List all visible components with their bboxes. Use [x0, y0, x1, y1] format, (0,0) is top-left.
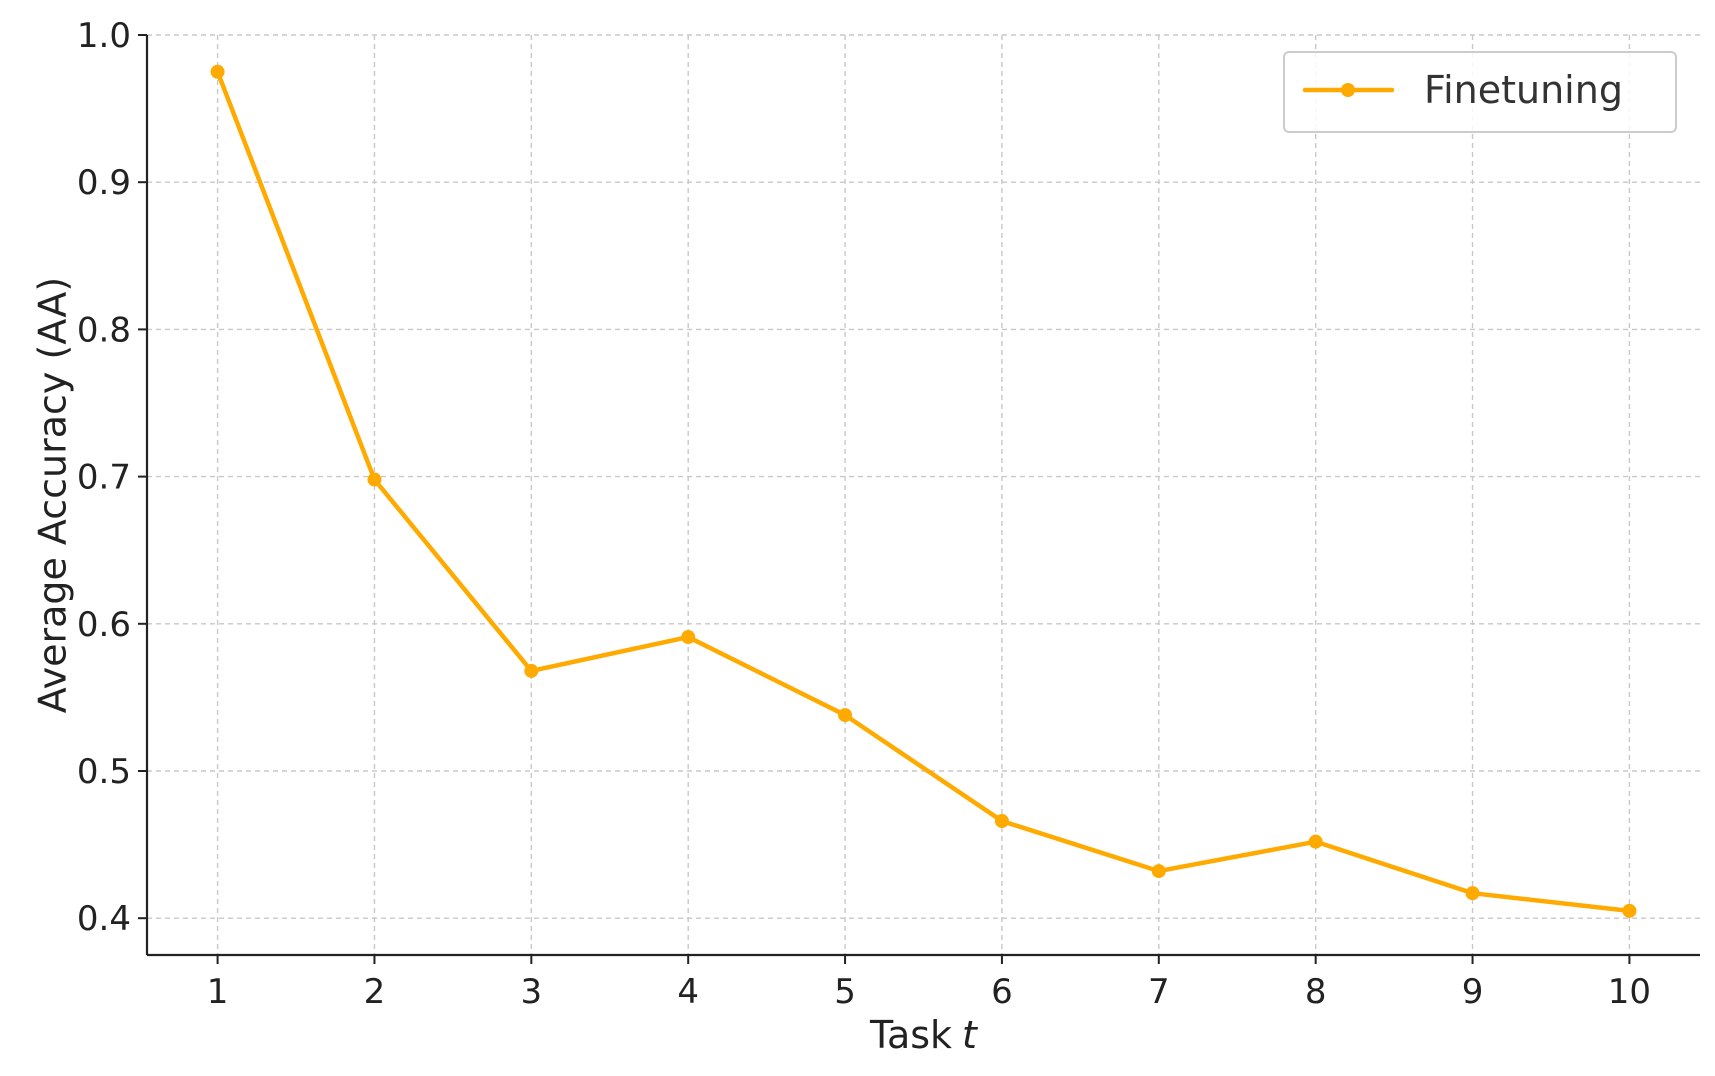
x-axis-label-text: Task: [869, 1013, 952, 1057]
x-tick-label: 8: [1305, 972, 1327, 1012]
data-point: [1622, 903, 1637, 918]
legend-box: [1283, 51, 1677, 133]
grid: [147, 34, 1700, 955]
legend-label: Finetuning: [1424, 68, 1623, 112]
y-axis-label: Average Accuracy (AA): [30, 277, 74, 713]
series: [210, 64, 1637, 918]
legend-marker-sample: [1341, 83, 1355, 97]
y-tick-label: 0.8: [77, 310, 131, 350]
data-point: [994, 814, 1009, 829]
x-tick-label: 6: [991, 972, 1013, 1012]
y-tick-label: 0.7: [77, 458, 131, 498]
x-tick-label: 7: [1148, 972, 1170, 1012]
y-tick-label: 0.5: [77, 752, 131, 792]
x-tick-label: 9: [1462, 972, 1484, 1012]
x-tick-label: 4: [677, 972, 699, 1012]
data-point: [1308, 834, 1323, 849]
y-tick-label: 0.4: [77, 899, 131, 939]
legend: Finetuning: [1283, 51, 1677, 133]
data-point: [681, 630, 696, 645]
x-tick-label: 10: [1608, 972, 1651, 1012]
data-point: [838, 708, 853, 723]
x-tick-label: 3: [521, 972, 543, 1012]
y-tick-label: 0.6: [77, 605, 131, 645]
data-point: [1151, 864, 1166, 879]
y-tick-label: 0.9: [77, 163, 131, 203]
x-axis-label: Task t: [869, 1013, 979, 1057]
axes: [145, 35, 1700, 957]
data-point: [524, 663, 539, 678]
y-tick-label: 1.0: [77, 16, 131, 56]
x-axis-label-variable: t: [962, 1013, 979, 1057]
x-tick-label: 2: [364, 972, 386, 1012]
series-line: [215, 69, 1632, 914]
data-point: [210, 64, 225, 79]
x-tick-label: 5: [834, 972, 856, 1012]
data-point: [367, 472, 382, 487]
data-point: [1465, 886, 1480, 901]
ticks: 1 2 3 4 5 6 7 8 9 10 0.4 0.5 0.6 0.7 0.8 0.9 1.0: [77, 16, 1651, 1012]
x-tick-label: 1: [207, 972, 229, 1012]
